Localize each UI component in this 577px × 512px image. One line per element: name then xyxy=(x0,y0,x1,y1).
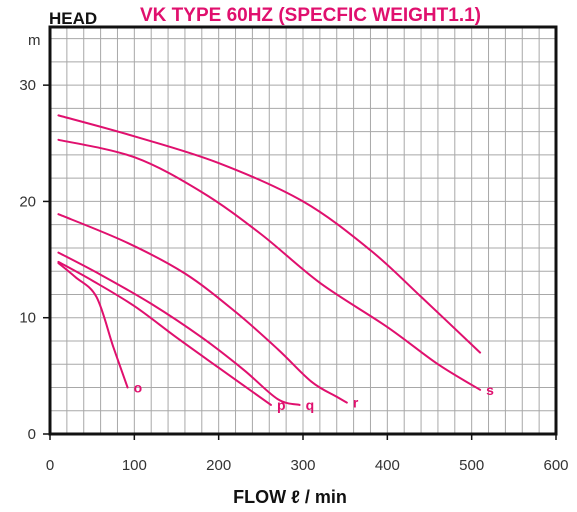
x-tick-labels: 0 100 200 300 400 500 600 xyxy=(46,434,569,474)
curve-q xyxy=(57,251,301,406)
curve-label-p: p xyxy=(277,397,286,413)
curve-r xyxy=(57,213,348,404)
y-tick-label: 30 xyxy=(19,77,36,94)
x-tick-label: 500 xyxy=(459,457,484,474)
curve-label-q: q xyxy=(306,397,315,413)
x-tick-label: 0 xyxy=(46,457,54,474)
y-tick-label: 20 xyxy=(19,193,36,210)
curve-label-o: o xyxy=(134,379,143,395)
grid xyxy=(49,27,557,435)
curve-label-r: r xyxy=(353,395,359,411)
chart-title: VK TYPE 60HZ (SPECFIC WEIGHT1.1) xyxy=(140,5,481,26)
curve-p xyxy=(57,260,272,406)
curve-s xyxy=(57,138,482,391)
curve-label-s: s xyxy=(486,382,494,398)
y-tick-label: 10 xyxy=(19,310,36,327)
curve-top xyxy=(57,114,482,354)
curves: o p q r s xyxy=(57,114,494,413)
y-tick-labels: 0 10 20 30 xyxy=(19,77,50,443)
x-tick-label: 400 xyxy=(375,457,400,474)
x-axis-label: FLOW ℓ / min xyxy=(233,487,347,507)
y-tick-label: 0 xyxy=(28,426,36,443)
x-tick-label: 100 xyxy=(122,457,147,474)
y-axis-label: HEAD xyxy=(49,9,97,28)
x-tick-label: 600 xyxy=(543,457,568,474)
curve-o xyxy=(57,262,129,389)
y-axis-unit: m xyxy=(28,32,41,49)
x-tick-label: 200 xyxy=(206,457,231,474)
x-tick-label: 300 xyxy=(290,457,315,474)
